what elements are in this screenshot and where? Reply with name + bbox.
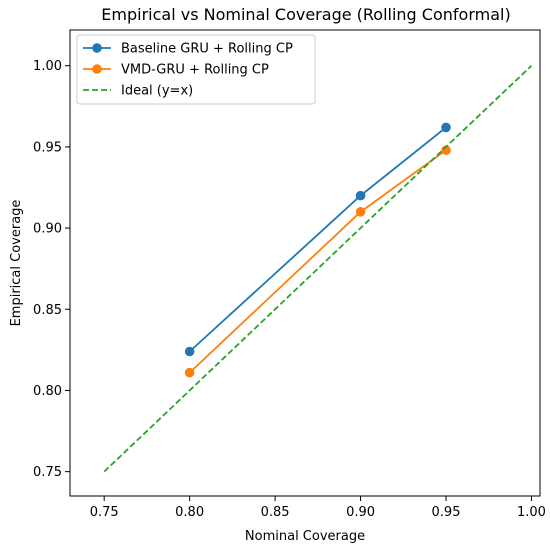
legend-label-2: Ideal (y=x) [121, 84, 193, 99]
plot-area [103, 65, 533, 473]
y-tick-label: 0.90 [33, 222, 62, 237]
y-tick-label: 0.80 [33, 384, 62, 399]
data-point-series-1 [184, 367, 195, 378]
x-axis: 0.75 0.80 0.85 0.90 0.95 1.00 [90, 496, 546, 520]
chart-title: Empirical vs Nominal Coverage (Rolling C… [101, 5, 510, 24]
data-point-series-0 [441, 122, 451, 133]
x-tick-label: 1.00 [517, 505, 546, 520]
legend-label-0: Baseline GRU + Rolling CP [121, 42, 293, 57]
legend-marker-1 [92, 64, 102, 74]
y-axis: 0.75 0.80 0.85 0.90 0.95 1.00 [33, 59, 70, 480]
data-point-series-0 [184, 346, 195, 357]
series-line-2 [103, 65, 533, 473]
legend-box [76, 34, 316, 105]
y-tick-label: 0.95 [33, 140, 62, 155]
x-tick-label: 0.80 [175, 505, 204, 520]
x-tick-label: 0.75 [90, 505, 119, 520]
x-tick-label: 0.85 [261, 505, 290, 520]
x-tick-label: 0.90 [346, 505, 375, 520]
legend-label-1: VMD-GRU + Rolling CP [121, 63, 269, 78]
legend: Baseline GRU + Rolling CP VMD-GRU + Rolli… [76, 34, 316, 105]
data-point-series-0 [355, 190, 366, 201]
legend-marker-0 [92, 43, 102, 53]
y-tick-label: 0.85 [33, 303, 62, 318]
x-tick-label: 0.95 [432, 505, 461, 520]
y-tick-label: 0.75 [33, 465, 62, 480]
x-axis-label: Nominal Coverage [245, 529, 365, 544]
y-axis-label: Empirical Coverage [9, 200, 24, 327]
series-line-0 [189, 126, 447, 353]
data-point-series-1 [355, 207, 366, 217]
plot-frame [69, 29, 541, 497]
data-point-series-1 [441, 145, 451, 155]
y-tick-label: 1.00 [33, 59, 62, 74]
